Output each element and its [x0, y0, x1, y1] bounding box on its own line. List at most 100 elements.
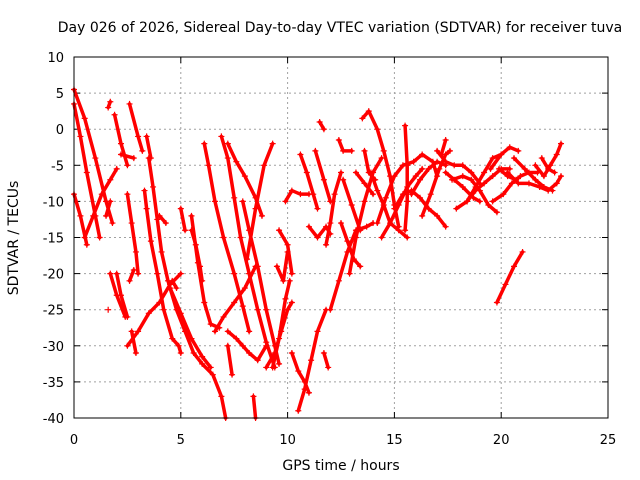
series-s68 — [487, 144, 522, 172]
data-point — [395, 227, 402, 234]
data-point — [160, 306, 167, 313]
data-point — [532, 176, 539, 183]
series-track — [226, 329, 268, 362]
series-s74 — [493, 248, 526, 306]
data-point — [98, 191, 105, 198]
data-point — [468, 176, 475, 183]
data-point — [229, 371, 236, 378]
series-track — [127, 102, 145, 153]
data-point — [410, 158, 417, 165]
data-point — [92, 155, 99, 162]
series-track — [129, 329, 138, 355]
data-point — [327, 220, 334, 227]
data-point — [282, 198, 289, 205]
series-s51 — [340, 176, 364, 234]
data-point — [233, 158, 240, 165]
data-point — [442, 223, 449, 230]
data-point — [130, 155, 137, 162]
data-point — [177, 310, 184, 317]
data-point — [434, 212, 441, 219]
series-s25 — [188, 212, 223, 331]
data-point — [404, 198, 411, 205]
series-s13 — [126, 266, 137, 284]
series-s34 — [244, 140, 276, 263]
y-tick-label: 10 — [47, 51, 64, 66]
x-tick-label: 15 — [386, 433, 403, 448]
data-point — [107, 198, 114, 205]
series-track — [119, 152, 136, 160]
data-point — [276, 335, 283, 342]
series-s39 — [282, 187, 312, 205]
series-s38 — [276, 227, 295, 277]
series-s11 — [117, 151, 137, 162]
data-point — [297, 191, 304, 198]
data-point — [241, 285, 248, 292]
series-track — [142, 188, 183, 355]
series-track — [403, 123, 409, 233]
data-point — [361, 180, 368, 187]
data-point — [188, 212, 195, 219]
data-point — [363, 223, 370, 230]
series-s44 — [312, 147, 334, 205]
series-track — [322, 351, 330, 370]
data-point — [434, 158, 441, 165]
series-s72 — [532, 140, 565, 180]
y-tick-label: -20 — [43, 268, 64, 283]
data-point — [135, 328, 142, 335]
data-point — [504, 173, 511, 180]
data-point — [338, 220, 344, 227]
series-track — [157, 214, 168, 225]
series-s20 — [156, 212, 169, 227]
series-s49 — [335, 137, 355, 154]
data-point — [500, 191, 507, 198]
data-point — [335, 137, 342, 144]
data-point — [173, 285, 180, 292]
series-s50 — [338, 220, 364, 270]
y-tick-label: -10 — [43, 195, 64, 210]
data-point — [282, 295, 289, 302]
series-track — [439, 138, 448, 157]
data-point — [132, 350, 139, 357]
data-point — [489, 173, 496, 180]
data-point — [233, 335, 240, 342]
data-point — [143, 133, 150, 140]
data-point — [135, 133, 142, 140]
data-point — [177, 205, 184, 212]
data-point — [538, 155, 545, 162]
series-s7 — [105, 306, 112, 313]
data-point — [325, 364, 332, 371]
data-point — [147, 238, 154, 245]
data-point — [468, 169, 475, 176]
y-tick-label: -40 — [43, 412, 64, 427]
series-track — [144, 134, 153, 160]
series-s75 — [496, 165, 520, 183]
series-s71 — [511, 155, 556, 194]
data-point — [540, 183, 547, 190]
data-point — [107, 270, 114, 277]
data-point — [135, 270, 142, 277]
data-point — [239, 342, 246, 349]
data-point — [459, 173, 466, 180]
data-point — [182, 227, 189, 234]
data-point — [241, 173, 248, 180]
y-tick-label: -35 — [43, 376, 64, 391]
data-point — [382, 194, 389, 201]
series-track — [488, 145, 521, 171]
data-point — [209, 371, 216, 378]
data-point — [231, 299, 238, 306]
data-point — [81, 115, 88, 122]
data-point — [493, 209, 500, 216]
data-point — [481, 169, 488, 176]
data-point — [246, 270, 253, 277]
series-track — [454, 152, 503, 211]
data-point — [239, 198, 246, 205]
data-point — [327, 306, 334, 313]
series-s73 — [538, 155, 558, 176]
data-point — [111, 111, 118, 118]
data-point — [305, 389, 312, 396]
series-track — [251, 394, 258, 420]
series-s31 — [224, 342, 236, 378]
series-s22 — [169, 277, 180, 292]
series-s58 — [391, 187, 449, 230]
data-point — [273, 263, 280, 270]
